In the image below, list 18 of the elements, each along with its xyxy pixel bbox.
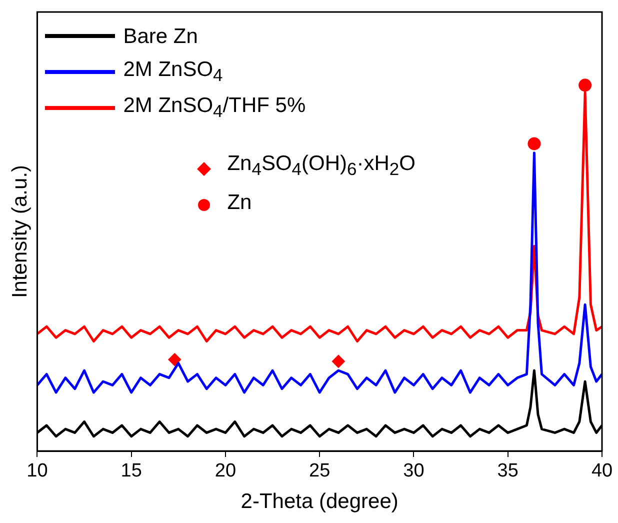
x-tick-label: 25 — [309, 460, 330, 482]
x-axis-title: 2-Theta (degree) — [240, 490, 398, 514]
x-tick-label: 40 — [591, 460, 613, 482]
legend-label: Zn — [227, 190, 252, 214]
point — [168, 353, 182, 366]
point — [528, 137, 541, 150]
text: Zn$_{4}$SO$_{4}$(OH)$_{6}$·xH$_{2}$O — [227, 152, 416, 180]
legend-label: 2M ZnSO$_{4}$/THF 5% — [123, 94, 306, 122]
x-tick-label: 30 — [403, 460, 424, 482]
legend-label: 2M ZnSO$_{4}$ — [123, 58, 223, 86]
x-tick-label: 35 — [497, 460, 518, 482]
y-axis-title: Intensity (a.u.) — [8, 164, 32, 298]
point — [332, 354, 345, 368]
legend-label: Bare Zn — [123, 24, 198, 48]
x-tick-label: 10 — [26, 460, 48, 482]
point — [578, 78, 592, 92]
x-tick-label: 20 — [214, 460, 236, 482]
x-tick-label: 15 — [120, 460, 142, 482]
